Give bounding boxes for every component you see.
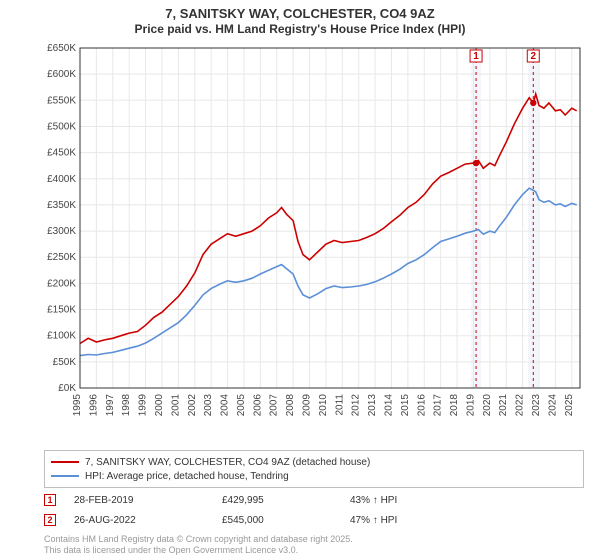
sales-table: 1 28-FEB-2019 £429,995 43% ↑ HPI 2 26-AU…	[44, 490, 584, 530]
svg-text:2014: 2014	[383, 394, 394, 417]
legend-item: 7, SANITSKY WAY, COLCHESTER, CO4 9AZ (de…	[51, 455, 577, 469]
svg-text:£0K: £0K	[58, 383, 76, 394]
svg-text:2018: 2018	[449, 394, 460, 417]
sale-price: £429,995	[222, 495, 332, 506]
svg-text:£450K: £450K	[47, 148, 76, 159]
svg-text:£50K: £50K	[53, 357, 77, 368]
svg-text:£400K: £400K	[47, 174, 76, 185]
sale-marker: 1	[44, 494, 56, 506]
svg-text:1996: 1996	[88, 394, 99, 417]
svg-text:2017: 2017	[433, 394, 444, 417]
sale-marker: 2	[44, 514, 56, 526]
sale-row: 2 26-AUG-2022 £545,000 47% ↑ HPI	[44, 510, 584, 530]
svg-text:2024: 2024	[547, 394, 558, 417]
svg-text:2015: 2015	[400, 394, 411, 417]
svg-text:2005: 2005	[236, 394, 247, 417]
svg-text:2006: 2006	[252, 394, 263, 417]
svg-text:2003: 2003	[203, 394, 214, 417]
svg-text:2: 2	[530, 51, 536, 62]
legend-item: HPI: Average price, detached house, Tend…	[51, 469, 577, 483]
svg-text:2021: 2021	[498, 394, 509, 417]
attrib-line1: Contains HM Land Registry data © Crown c…	[44, 534, 353, 545]
svg-text:£100K: £100K	[47, 331, 76, 342]
chart-title-line1: 7, SANITSKY WAY, COLCHESTER, CO4 9AZ	[0, 0, 600, 22]
sale-date: 26-AUG-2022	[74, 515, 204, 526]
svg-text:2022: 2022	[515, 394, 526, 417]
container: 7, SANITSKY WAY, COLCHESTER, CO4 9AZ Pri…	[0, 0, 600, 560]
sale-pct: 43% ↑ HPI	[350, 495, 470, 506]
svg-text:£500K: £500K	[47, 121, 76, 132]
svg-text:£350K: £350K	[47, 200, 76, 211]
svg-text:£200K: £200K	[47, 278, 76, 289]
svg-text:2016: 2016	[416, 394, 427, 417]
svg-text:£150K: £150K	[47, 305, 76, 316]
svg-text:2007: 2007	[269, 394, 280, 417]
svg-text:£600K: £600K	[47, 69, 76, 80]
svg-text:2012: 2012	[351, 394, 362, 417]
svg-text:1995: 1995	[72, 394, 83, 417]
sale-price: £545,000	[222, 515, 332, 526]
svg-text:2002: 2002	[187, 394, 198, 417]
sale-date: 28-FEB-2019	[74, 495, 204, 506]
legend: 7, SANITSKY WAY, COLCHESTER, CO4 9AZ (de…	[44, 450, 584, 488]
attribution: Contains HM Land Registry data © Crown c…	[44, 534, 353, 556]
svg-text:2011: 2011	[334, 394, 345, 416]
price-chart: £0K £50K £100K £150K £200K £250K £300K £350K £40…	[44, 44, 584, 418]
sale-row: 1 28-FEB-2019 £429,995 43% ↑ HPI	[44, 490, 584, 510]
legend-swatch	[51, 461, 79, 463]
svg-text:2008: 2008	[285, 394, 296, 417]
chart-title-line2: Price paid vs. HM Land Registry's House …	[0, 22, 600, 38]
svg-text:£650K: £650K	[47, 44, 76, 54]
svg-text:1997: 1997	[105, 394, 116, 417]
svg-text:1998: 1998	[121, 394, 132, 417]
legend-label: HPI: Average price, detached house, Tend…	[85, 471, 289, 482]
legend-label: 7, SANITSKY WAY, COLCHESTER, CO4 9AZ (de…	[85, 457, 370, 468]
svg-text:1999: 1999	[138, 394, 149, 417]
svg-text:2025: 2025	[564, 394, 575, 417]
svg-text:2000: 2000	[154, 394, 165, 417]
svg-text:2004: 2004	[220, 394, 231, 417]
svg-text:2001: 2001	[170, 394, 181, 417]
svg-text:2013: 2013	[367, 394, 378, 417]
svg-text:2010: 2010	[318, 394, 329, 417]
svg-text:2019: 2019	[465, 394, 476, 417]
svg-text:£300K: £300K	[47, 226, 76, 237]
svg-text:2023: 2023	[531, 394, 542, 417]
svg-text:2020: 2020	[482, 394, 493, 417]
legend-swatch	[51, 475, 79, 477]
svg-text:1: 1	[473, 51, 479, 62]
svg-text:£250K: £250K	[47, 252, 76, 263]
svg-text:£550K: £550K	[47, 95, 76, 106]
attrib-line2: This data is licensed under the Open Gov…	[44, 545, 353, 556]
sale-pct: 47% ↑ HPI	[350, 515, 470, 526]
svg-text:2009: 2009	[302, 394, 313, 417]
